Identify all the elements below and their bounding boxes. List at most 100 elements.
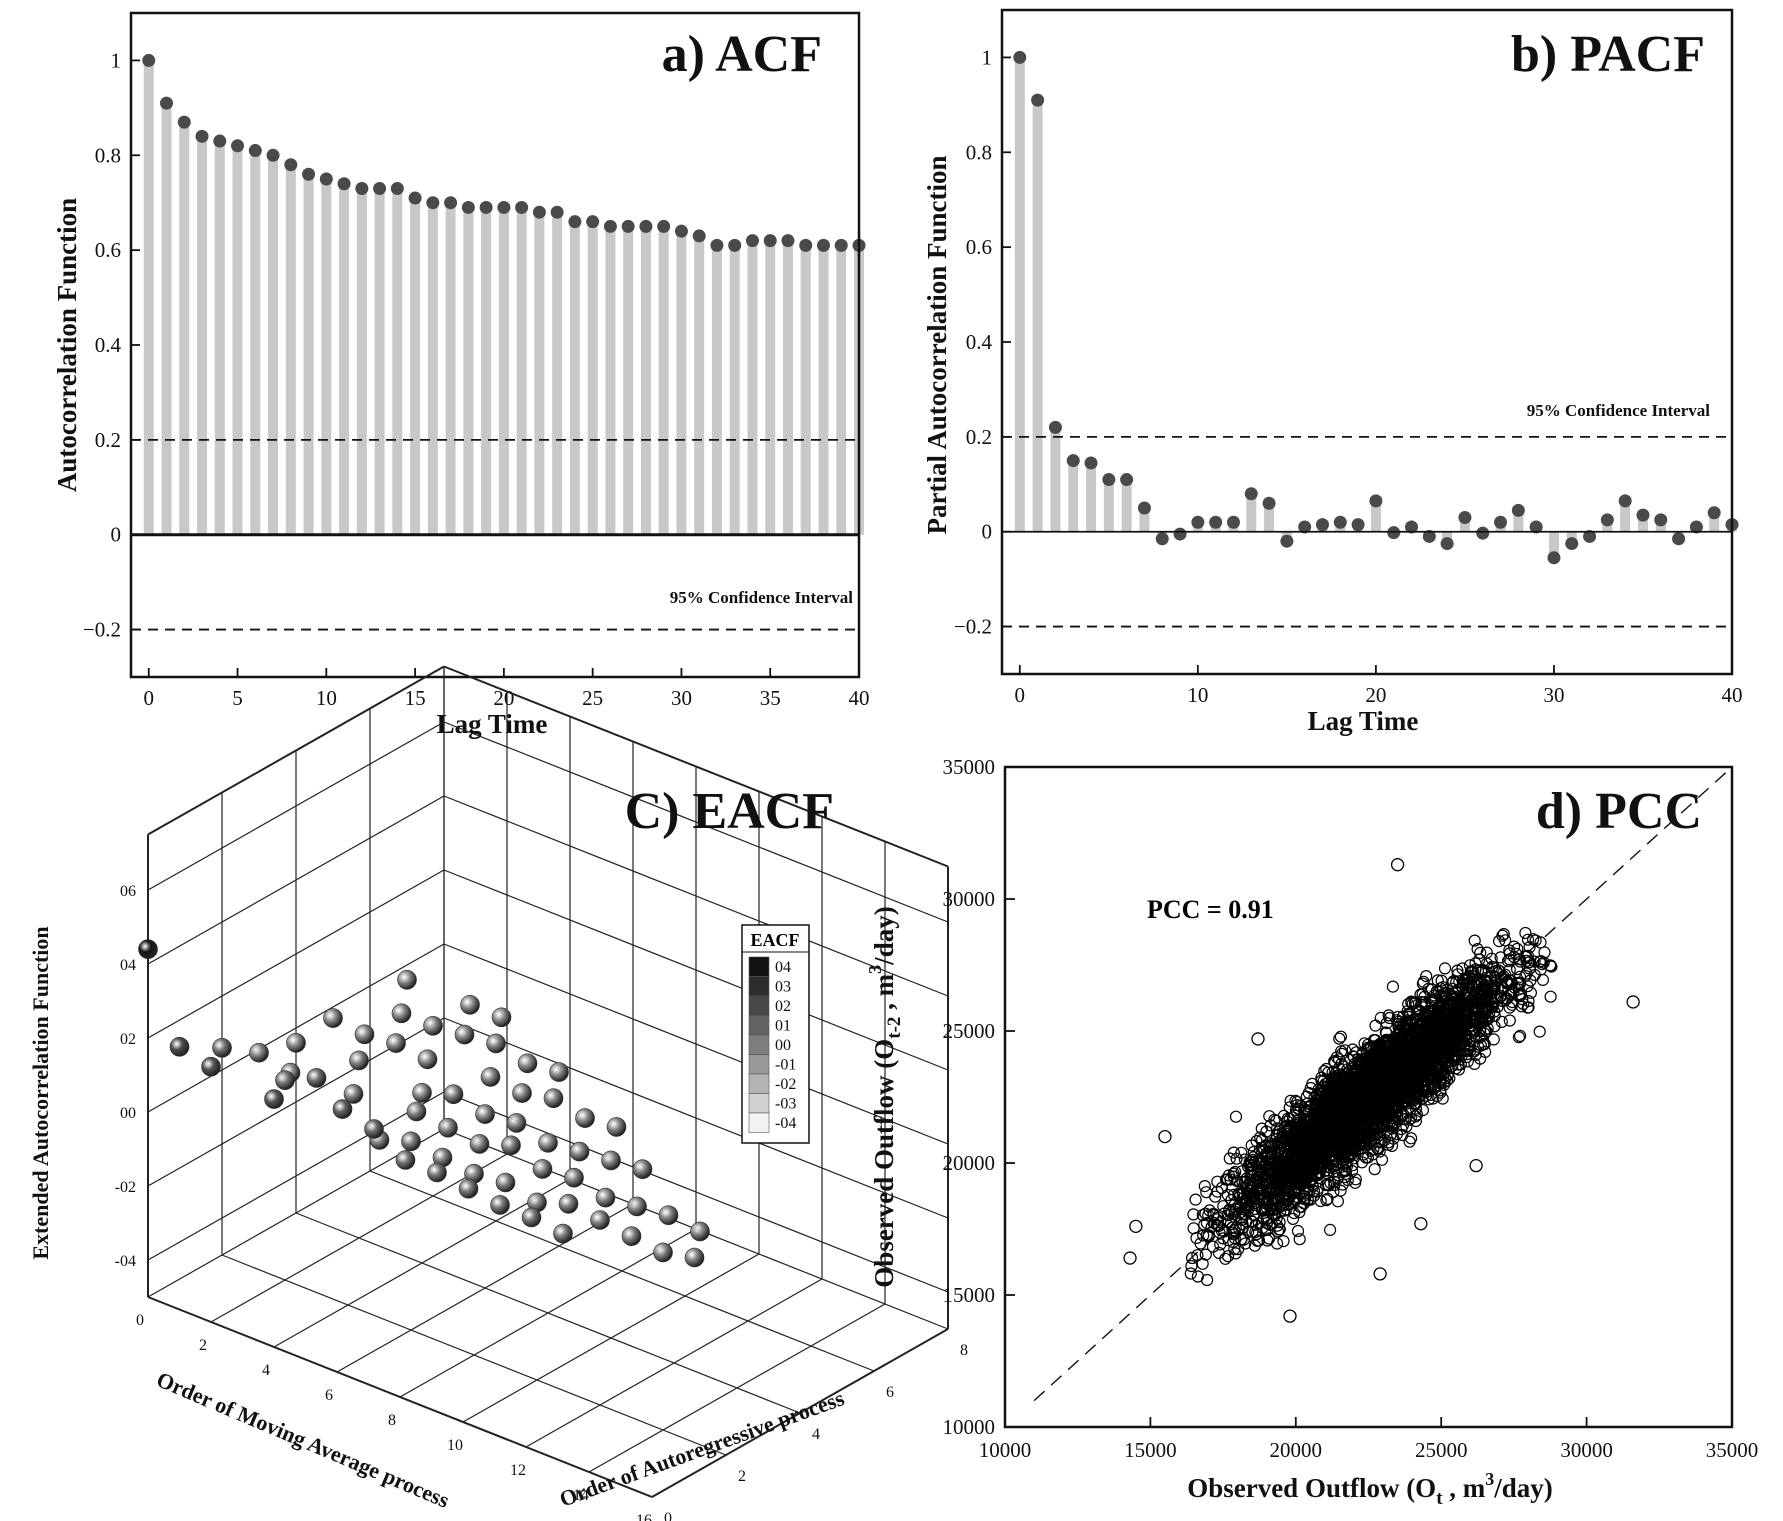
pacf-point [1511, 503, 1525, 517]
eacf-point [690, 1221, 710, 1242]
pacf-point [1422, 529, 1436, 543]
pacf-point [1315, 518, 1329, 532]
eacf-point [532, 1159, 553, 1179]
pacf-point [1583, 529, 1597, 543]
pcc-x-label-sup: 3 [1485, 1469, 1494, 1489]
acf-bar [711, 245, 722, 535]
pacf-point [1262, 496, 1276, 510]
pcc-y-label-main: Observed Outflow (O [869, 1039, 899, 1288]
pacf-point [1244, 487, 1258, 501]
x-tick-label: 0 [144, 686, 155, 710]
acf-ci-label: 95% Confidence Interval [670, 588, 853, 607]
acf-bar [676, 231, 687, 535]
acf-bar [321, 179, 332, 535]
pcc-y-label-sup: 3 [865, 965, 885, 974]
pcc-point [1123, 1251, 1137, 1265]
y-tick-label: −0.2 [954, 615, 992, 639]
ar-tick-label: 6 [886, 1384, 894, 1401]
acf-point [195, 129, 209, 143]
left-wall-grid-line [147, 795, 445, 965]
eacf-point [343, 1084, 364, 1104]
pacf-point [1476, 526, 1490, 540]
acf-point [408, 191, 422, 205]
acf-ticks: −0.200.20.40.60.810 5 10 15 20 25 30 35 40 [83, 48, 870, 710]
pacf-bar [1086, 462, 1097, 532]
back-wall-grid-line [443, 869, 949, 1071]
pacf-panel: −0.200.20.40.60.810 10 20 30 40 b) PACF 95% … [922, 8, 1743, 736]
pacf-point [1494, 515, 1508, 529]
eacf-point [553, 1223, 573, 1244]
y-tick-label: 25000 [943, 1019, 996, 1043]
pacf-point [1636, 508, 1650, 522]
pacf-point [1066, 454, 1080, 468]
acf-point [426, 196, 440, 210]
y-tick-label: 0.6 [95, 238, 121, 262]
axis-edge [443, 665, 949, 868]
acf-point [390, 181, 404, 195]
eacf-point [569, 1141, 590, 1162]
acf-point [621, 219, 635, 233]
pacf-bar [1513, 510, 1524, 532]
legend-swatch [748, 1073, 770, 1094]
eacf-point [354, 1024, 375, 1045]
acf-bar [782, 240, 793, 535]
eacf-points [138, 939, 710, 1268]
legend-label: 02 [775, 998, 791, 1015]
acf-point [799, 238, 813, 252]
pacf-point [1672, 532, 1686, 546]
legend-label: 03 [775, 979, 791, 996]
pcc-point [1373, 1267, 1387, 1281]
pacf-point [1048, 420, 1062, 434]
acf-bar [747, 240, 758, 535]
pcc-y-label-end: /day) [869, 906, 899, 966]
pacf-point [1600, 513, 1614, 527]
acf-bar [392, 188, 403, 535]
acf-bar [694, 235, 705, 535]
eacf-point [212, 1038, 232, 1058]
legend-label: 04 [775, 959, 791, 976]
floor-grid-line [295, 1212, 801, 1414]
pacf-point [1191, 515, 1205, 529]
acf-point [692, 229, 706, 243]
y-tick-label: 0 [982, 520, 993, 544]
eacf-point [454, 1024, 475, 1045]
acf-point [248, 144, 262, 158]
eacf-point [306, 1068, 327, 1088]
acf-bar [161, 103, 172, 535]
acf-point [639, 219, 653, 233]
pacf-point [1084, 456, 1098, 470]
y-tick-label: 1 [982, 45, 993, 69]
eacf-point [564, 1167, 584, 1188]
acf-plot-frame [129, 11, 861, 679]
acf-bar [605, 226, 616, 535]
y-tick-label: 35000 [943, 755, 996, 779]
y-tick-label: −0.2 [83, 618, 121, 642]
y-tick-label: 30000 [943, 887, 996, 911]
back-wall-grid-line [443, 795, 949, 997]
x-tick-label: 20 [1365, 683, 1386, 707]
pacf-point [1618, 494, 1632, 508]
eacf-point [491, 1007, 512, 1028]
pcc-title: d) PCC [1536, 783, 1702, 840]
pacf-point [1707, 506, 1721, 520]
eacf-point [264, 1089, 284, 1109]
acf-point [603, 219, 617, 233]
acf-point [142, 53, 156, 67]
legend-swatch [748, 1034, 770, 1055]
pcc-x-label-main: Observed Outflow (O [1187, 1473, 1436, 1503]
pcc-x-label-tail: , m [1443, 1473, 1486, 1503]
eacf-point [169, 1037, 190, 1057]
acf-title: a) ACF [662, 26, 822, 83]
eacf-point [397, 969, 417, 990]
eacf-point [506, 1113, 527, 1133]
pacf-point [1458, 510, 1472, 524]
y-tick-label: 1 [111, 48, 122, 72]
eacf-point [349, 1050, 369, 1071]
eacf-legend: EACF 04 03 02 01 00 -01 -02 -03 -04 [741, 924, 810, 1144]
left-wall-grid-line [147, 943, 445, 1113]
acf-point [728, 238, 742, 252]
acf-point [586, 215, 600, 229]
acf-bar [463, 207, 474, 535]
pacf-ticks: −0.200.20.40.60.810 10 20 30 40 [954, 45, 1743, 707]
eacf-point [495, 1172, 516, 1193]
